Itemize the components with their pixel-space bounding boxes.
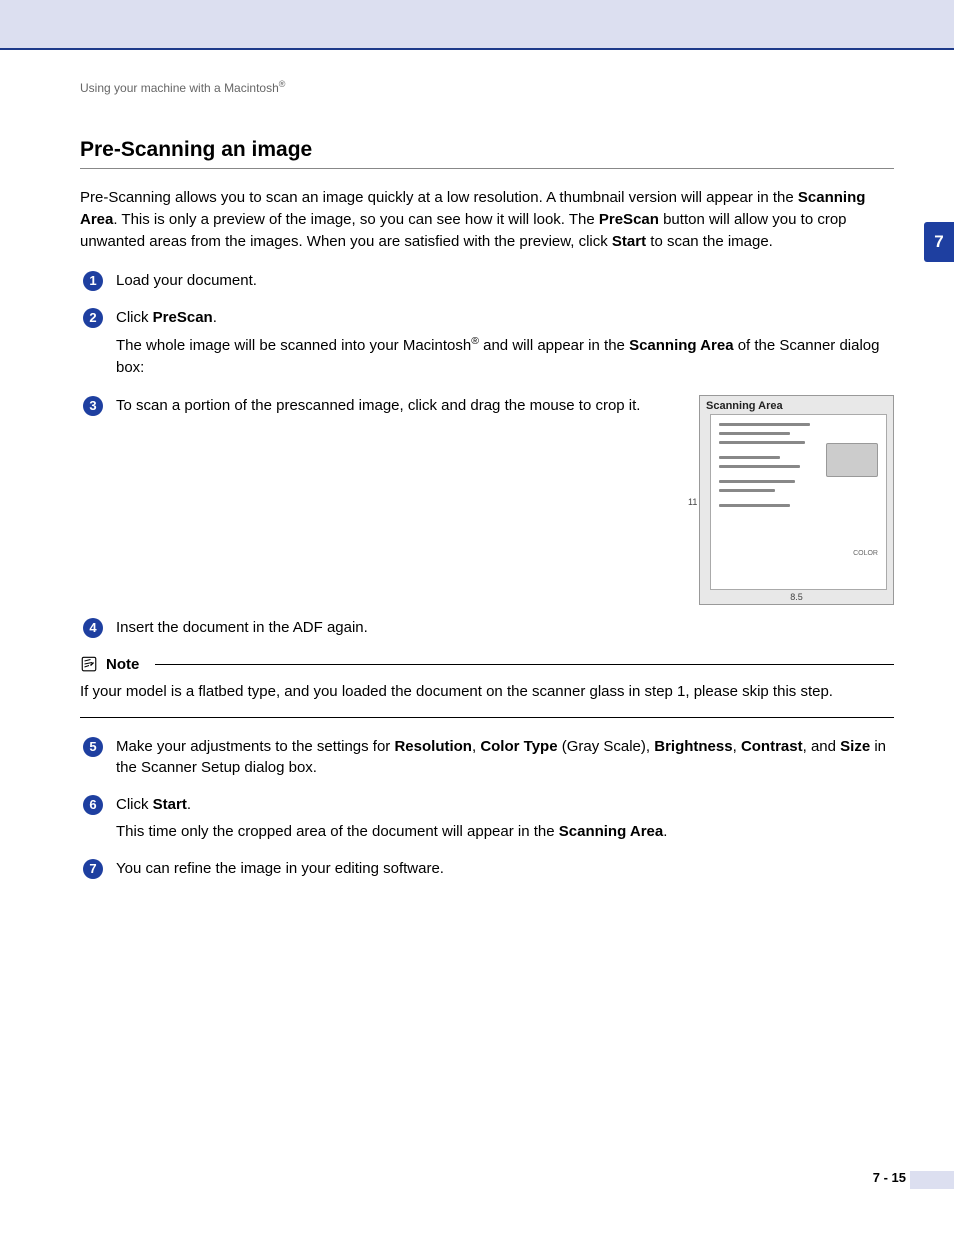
step-5-b5: Size (840, 738, 870, 755)
note-body: If your model is a flatbed type, and you… (80, 681, 894, 703)
step-6-sub-c: . (663, 823, 667, 840)
page-number: 7 - 15 (873, 1169, 906, 1187)
step-2-text-c: . (213, 309, 217, 326)
step-5-b2: Color Type (480, 738, 557, 755)
step-number-badge: 2 (80, 307, 106, 328)
step-number-badge: 3 (80, 395, 106, 416)
step-5-b3: Brightness (654, 738, 732, 755)
intro-bold-3: Start (612, 233, 646, 250)
step-5-c3: , (733, 738, 741, 755)
step-2-text-a: Click (116, 309, 153, 326)
intro-bold-2: PreScan (599, 211, 659, 228)
step-2-sub: The whole image will be scanned into you… (116, 334, 894, 379)
step-number-1: 1 (83, 271, 103, 291)
page-title: Pre-Scanning an image (80, 135, 894, 169)
step-2-sub-a: The whole image will be scanned into you… (116, 337, 471, 354)
step-7-body: You can refine the image in your editing… (116, 858, 894, 883)
step-5-text: Make your adjustments to the settings fo… (116, 736, 894, 778)
note-title: Note (106, 654, 139, 675)
step-5-b4: Contrast (741, 738, 803, 755)
preview-thumbnail (826, 443, 879, 477)
note-close-divider (80, 717, 894, 718)
preview-y-axis-label: 11 (688, 496, 697, 509)
step-2-body: Click PreScan. The whole image will be s… (116, 307, 894, 383)
step-6-sub-a: This time only the cropped area of the d… (116, 823, 559, 840)
step-number-badge: 1 (80, 270, 106, 291)
step-4-body: Insert the document in the ADF again. (116, 617, 894, 642)
note-block: Note If your model is a flatbed type, an… (80, 654, 894, 718)
step-6: 6 Click Start. This time only the croppe… (80, 794, 894, 847)
step-3-text-column: 3 To scan a portion of the prescanned im… (80, 395, 679, 432)
step-6-b: Start (153, 796, 187, 813)
step-5: 5 Make your adjustments to the settings … (80, 736, 894, 782)
step-5-body: Make your adjustments to the settings fo… (116, 736, 894, 782)
step-number-2: 2 (83, 308, 103, 328)
step-1-text: Load your document. (116, 270, 894, 291)
step-7-text: You can refine the image in your editing… (116, 858, 894, 879)
step-2-bold: PreScan (153, 309, 213, 326)
scanning-area-preview: Scanning Area 11 COLOR 8.5 (699, 395, 894, 605)
step-3-text: To scan a portion of the prescanned imag… (116, 395, 679, 416)
step-7: 7 You can refine the image in your editi… (80, 858, 894, 883)
step-6-sub: This time only the cropped area of the d… (116, 821, 894, 843)
preview-x-axis-label: 8.5 (790, 591, 803, 604)
step-2-line1: Click PreScan. (116, 307, 894, 328)
intro-text-2: . This is only a preview of the image, s… (113, 211, 599, 228)
step-1: 1 Load your document. (80, 270, 894, 295)
step-6-c: . (187, 796, 191, 813)
chapter-tab: 7 (924, 222, 954, 262)
step-4: 4 Insert the document in the ADF again. (80, 617, 894, 642)
step-2-sub-b: and will appear in the (479, 337, 629, 354)
step-number-6: 6 (83, 795, 103, 815)
step-5-a: Make your adjustments to the settings fo… (116, 738, 394, 755)
step-6-line1: Click Start. (116, 794, 894, 815)
step-number-5: 5 (83, 737, 103, 757)
preview-inner: COLOR (710, 414, 887, 590)
step-4-text: Insert the document in the ADF again. (116, 617, 894, 638)
step-6-sub-bold: Scanning Area (559, 823, 663, 840)
step-3: 3 To scan a portion of the prescanned im… (80, 395, 679, 420)
step-number-badge: 4 (80, 617, 106, 638)
intro-text-1: Pre-Scanning allows you to scan an image… (80, 189, 798, 206)
step-number-badge: 7 (80, 858, 106, 879)
preview-doc-lines (719, 423, 821, 513)
step-5-c4: , and (803, 738, 841, 755)
step-number-7: 7 (83, 859, 103, 879)
breadcrumb-text: Using your machine with a Macintosh (80, 81, 279, 95)
step-2-sup: ® (471, 335, 479, 347)
intro-paragraph: Pre-Scanning allows you to scan an image… (80, 187, 894, 252)
registered-mark: ® (279, 79, 286, 89)
page-number-bar (910, 1171, 954, 1189)
note-divider (155, 664, 894, 665)
step-number-4: 4 (83, 618, 103, 638)
top-header-band (0, 0, 954, 50)
step-2-sub-bold: Scanning Area (629, 337, 733, 354)
note-icon (80, 655, 98, 673)
step-1-body: Load your document. (116, 270, 894, 295)
step-5-c2: (Gray Scale), (558, 738, 655, 755)
step-3-body: To scan a portion of the prescanned imag… (116, 395, 679, 420)
note-header: Note (80, 654, 894, 675)
step-number-badge: 5 (80, 736, 106, 757)
page-content: Using your machine with a Macintosh® Pre… (0, 50, 954, 883)
step-2: 2 Click PreScan. The whole image will be… (80, 307, 894, 383)
step-3-row: 3 To scan a portion of the prescanned im… (80, 395, 894, 605)
breadcrumb: Using your machine with a Macintosh® (80, 78, 894, 97)
intro-text-4: to scan the image. (646, 233, 773, 250)
step-5-b1: Resolution (394, 738, 472, 755)
step-6-body: Click Start. This time only the cropped … (116, 794, 894, 847)
step-number-3: 3 (83, 396, 103, 416)
step-number-badge: 6 (80, 794, 106, 815)
step-6-a: Click (116, 796, 153, 813)
preview-color-label: COLOR (853, 549, 878, 559)
